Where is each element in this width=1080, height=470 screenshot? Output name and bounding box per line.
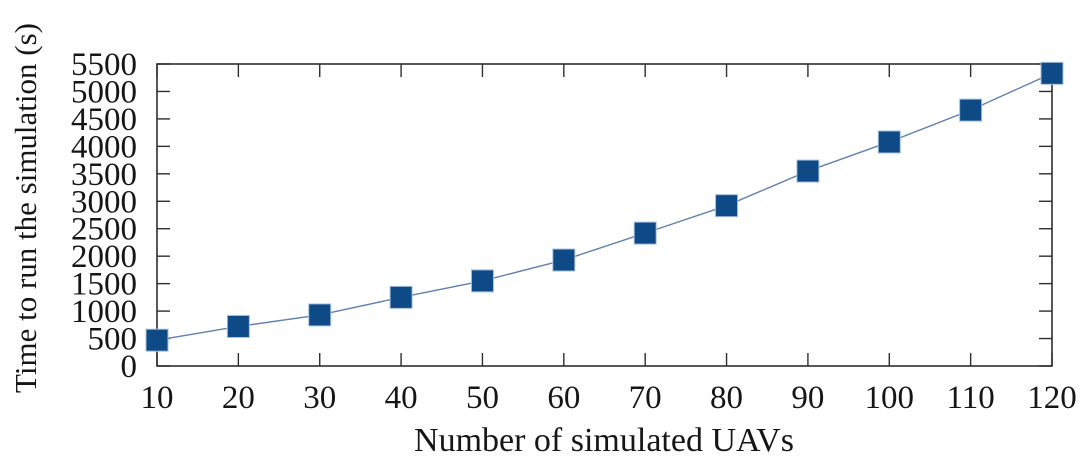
- data-point-marker: [308, 303, 332, 327]
- y-tick-label: 2000: [71, 239, 137, 275]
- y-tick-label: 500: [88, 322, 138, 358]
- y-tick-label: 5000: [71, 74, 137, 110]
- data-point-marker: [796, 159, 820, 183]
- x-tick-label: 120: [1027, 380, 1077, 416]
- data-point-marker: [226, 314, 250, 338]
- y-tick-label: 3500: [71, 157, 137, 193]
- x-axis-label: Number of simulated UAVs: [414, 422, 794, 459]
- x-tick-label: 80: [710, 380, 743, 416]
- data-point-marker: [959, 98, 983, 122]
- y-tick-label: 4000: [71, 129, 137, 165]
- x-tick-label: 40: [385, 380, 418, 416]
- x-tick-label: 110: [946, 380, 994, 416]
- x-tick-label: 100: [865, 380, 915, 416]
- x-tick-label: 60: [547, 380, 580, 416]
- data-point-marker: [470, 269, 494, 293]
- y-tick-labels: 0500100015002000250030003500400045005000…: [71, 47, 137, 385]
- plot-frame: [156, 63, 1053, 367]
- x-tick-label: 10: [141, 380, 174, 416]
- data-point-marker: [145, 328, 169, 352]
- x-tick-labels: 10 20 30 40 50 60 70 80 90 100 110 120: [141, 380, 1077, 416]
- data-point-marker: [877, 130, 901, 154]
- y-tick-label: 2500: [71, 212, 137, 248]
- y-tick-label: 1500: [71, 267, 137, 303]
- series-line: [156, 72, 1053, 341]
- y-tick-label: 5500: [71, 47, 137, 83]
- data-point-marker: [715, 194, 739, 218]
- y-tick-label: 1000: [71, 294, 137, 330]
- x-tick-label: 90: [791, 380, 824, 416]
- y-tick-label: 4500: [71, 102, 137, 138]
- y-tick-label: 3000: [71, 184, 137, 220]
- data-point-marker: [1040, 61, 1064, 85]
- x-tick-label: 30: [303, 380, 336, 416]
- axis-ticks: [156, 63, 1053, 367]
- data-point-marker: [633, 221, 657, 245]
- y-axis-label: Time to run the simulation (s): [8, 23, 43, 393]
- data-point-markers: [145, 61, 1064, 352]
- y-tick-label: 0: [121, 349, 138, 385]
- data-point-marker: [552, 248, 576, 272]
- x-tick-label: 70: [629, 380, 662, 416]
- data-point-marker: [389, 285, 413, 309]
- x-tick-label: 20: [222, 380, 255, 416]
- x-tick-label: 50: [466, 380, 499, 416]
